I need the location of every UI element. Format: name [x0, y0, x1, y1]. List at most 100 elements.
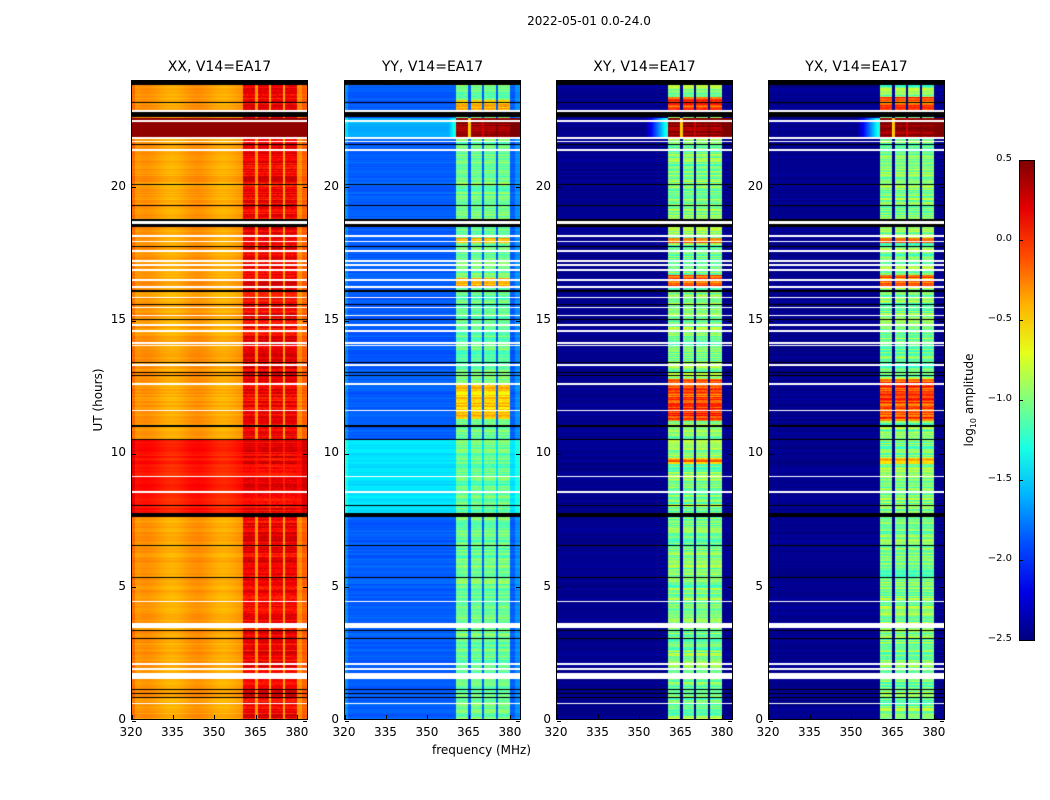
- heatmap-image: [345, 81, 520, 719]
- y-tick: [769, 187, 773, 189]
- x-tick: [639, 715, 641, 719]
- y-tick-label: 5: [543, 578, 551, 593]
- x-tick: [680, 715, 682, 719]
- x-tick: [851, 81, 853, 85]
- x-tick: [768, 715, 770, 719]
- x-tick: [934, 715, 936, 719]
- y-tick-label: 5: [755, 578, 763, 593]
- y-tick-label: 10: [110, 445, 126, 460]
- colorbar-tick-label: 0.5: [996, 153, 1012, 164]
- x-tick: [722, 81, 724, 85]
- colorbar-tick: [1019, 319, 1023, 321]
- colorbar-tick: [1019, 559, 1023, 561]
- x-tick: [427, 715, 429, 719]
- heatmap-image: [557, 81, 732, 719]
- y-axis-label: UT (hours): [91, 368, 105, 432]
- x-tick: [255, 81, 257, 85]
- x-tick-label: 320: [756, 725, 780, 739]
- x-tick: [385, 715, 387, 719]
- colorbar: [1019, 160, 1035, 641]
- x-tick: [639, 81, 641, 85]
- y-tick-label: 0: [543, 712, 551, 726]
- x-tick-label: 350: [839, 725, 863, 739]
- x-tick: [131, 715, 133, 719]
- y-tick: [557, 187, 561, 189]
- y-tick: [516, 187, 520, 189]
- y-tick: [557, 720, 561, 722]
- panel-title: YX, V14=EA17: [805, 59, 908, 75]
- y-tick: [769, 720, 773, 722]
- y-tick: [132, 453, 136, 455]
- x-tick: [131, 81, 133, 85]
- y-tick: [303, 187, 307, 189]
- heatmap-panel-3: [768, 80, 945, 722]
- y-tick: [728, 187, 732, 189]
- y-tick: [345, 453, 349, 455]
- x-tick-label: 380: [922, 725, 946, 739]
- x-tick-label: 380: [710, 725, 734, 739]
- y-tick: [303, 453, 307, 455]
- heatmap-panel-2: [556, 80, 733, 722]
- heatmap-panel-0: [131, 80, 308, 722]
- x-tick: [597, 715, 599, 719]
- x-tick-label: 380: [498, 725, 522, 739]
- heatmap-image: [769, 81, 944, 719]
- y-tick: [303, 587, 307, 589]
- colorbar-tick: [1019, 639, 1023, 641]
- panel-title: YY, V14=EA17: [381, 59, 484, 75]
- x-tick-label: 380: [285, 725, 309, 739]
- x-tick: [172, 715, 174, 719]
- x-tick: [597, 81, 599, 85]
- y-tick-label: 15: [110, 312, 126, 326]
- panel-title: XX, V14=EA17: [167, 59, 272, 75]
- colorbar-tick-label: 0.0: [996, 233, 1012, 244]
- y-tick-label: 15: [323, 312, 339, 326]
- panel-title: XY, V14=EA17: [593, 59, 696, 75]
- y-tick-label: 10: [747, 445, 763, 460]
- x-tick: [172, 81, 174, 85]
- y-tick: [769, 453, 773, 455]
- colorbar-tick-label: −1.5: [987, 473, 1012, 484]
- x-tick: [768, 81, 770, 85]
- colorbar-tick-label: −2.0: [987, 553, 1012, 564]
- x-tick: [892, 81, 894, 85]
- y-tick: [345, 320, 349, 322]
- y-tick-label: 20: [323, 178, 339, 193]
- x-tick-label: 335: [586, 725, 609, 739]
- x-tick-label: 350: [415, 725, 439, 739]
- y-tick-label: 5: [331, 578, 339, 593]
- figure-title: 2022-05-01 0.0-24.0: [527, 14, 651, 28]
- y-tick: [940, 720, 944, 722]
- x-tick-label: 320: [119, 725, 143, 739]
- x-tick: [297, 715, 299, 719]
- x-tick: [344, 715, 346, 719]
- y-tick: [303, 320, 307, 322]
- y-tick-label: 0: [331, 712, 339, 726]
- y-tick: [769, 587, 773, 589]
- x-axis-label: frequency (MHz): [432, 743, 532, 757]
- y-tick: [345, 187, 349, 189]
- y-tick-label: 10: [323, 445, 339, 460]
- x-tick: [468, 81, 470, 85]
- y-tick-label: 0: [118, 712, 126, 726]
- x-tick: [809, 715, 811, 719]
- x-tick: [851, 715, 853, 719]
- x-tick: [556, 81, 558, 85]
- x-tick-label: 320: [332, 725, 356, 739]
- heatmap-panel-1: [344, 80, 521, 722]
- y-tick: [940, 320, 944, 322]
- colorbar-label-sub: 10: [969, 417, 979, 429]
- y-tick: [516, 587, 520, 589]
- x-tick-label: 335: [161, 725, 184, 739]
- y-tick: [345, 720, 349, 722]
- colorbar-tick: [1019, 159, 1023, 161]
- colorbar-tick: [1019, 399, 1023, 401]
- y-tick: [516, 453, 520, 455]
- heatmap-image: [132, 81, 307, 719]
- x-tick: [214, 81, 216, 85]
- y-tick: [728, 720, 732, 722]
- y-tick-label: 20: [535, 178, 551, 193]
- x-tick-label: 365: [244, 725, 267, 739]
- y-tick: [940, 453, 944, 455]
- y-tick-label: 15: [747, 312, 763, 326]
